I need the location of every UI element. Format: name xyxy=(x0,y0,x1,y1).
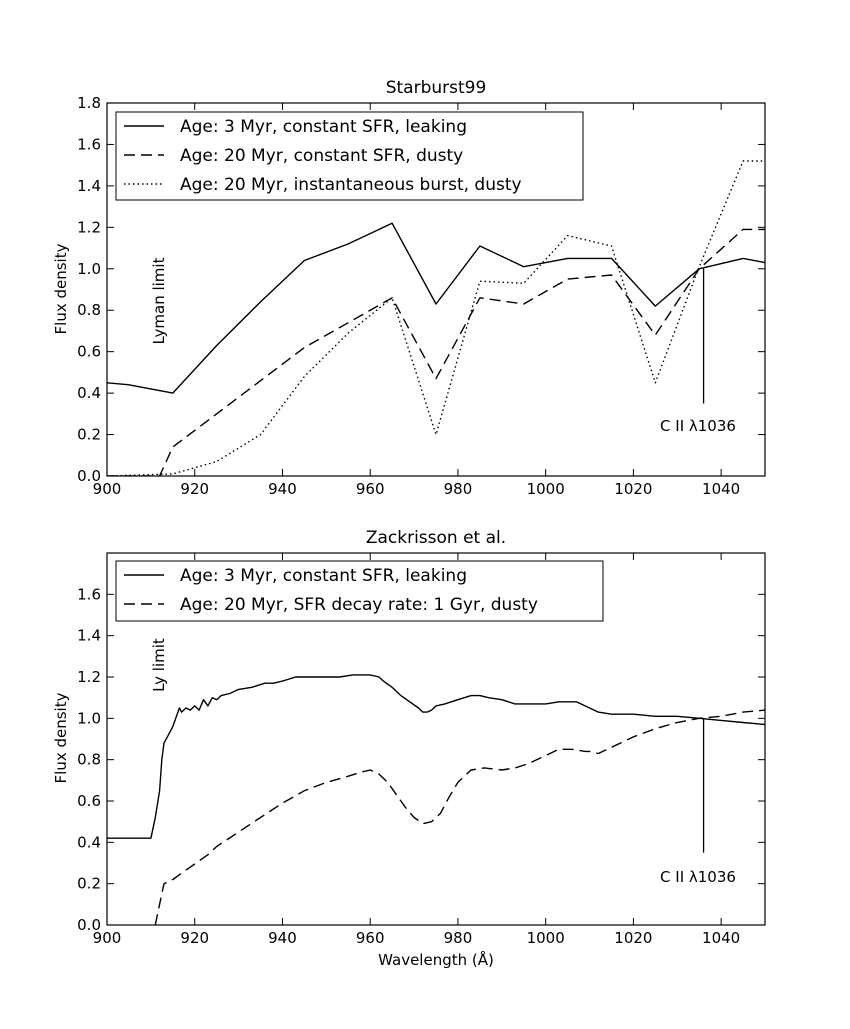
legend-entry-label: Age: 3 Myr, constant SFR, leaking xyxy=(180,566,467,586)
series-line-solid xyxy=(107,222,765,394)
starburst99-panel: Starburst99 Flux density 0.0 0.2 0.4 0.6 0.8… xyxy=(52,78,766,498)
y-tick-label: 0.2 xyxy=(77,426,101,444)
x-tick-label: 960 xyxy=(356,929,385,947)
x-tick-label: 940 xyxy=(268,929,297,947)
chart-title: Zackrisson et al. xyxy=(366,528,506,548)
y-tick-label: 0.8 xyxy=(77,751,101,769)
y-tick-label: 0.2 xyxy=(77,875,101,893)
lyman-limit-label: Lyman limit xyxy=(150,257,168,344)
y-tick-label: 1.2 xyxy=(77,218,101,236)
annotations: Ly limit C II λ1036 xyxy=(150,638,736,886)
y-tick-label: 0.0 xyxy=(77,916,101,934)
x-tick-label: 1040 xyxy=(702,929,740,947)
legend-entry-label: Age: 20 Myr, SFR decay rate: 1 Gyr, dust… xyxy=(180,595,538,615)
y-tick-label: 1.4 xyxy=(77,627,101,645)
x-tick-label: 1040 xyxy=(702,480,740,498)
y-tick-label: 0.4 xyxy=(77,384,101,402)
series-lines xyxy=(107,674,765,925)
x-tick-label: 1000 xyxy=(527,929,565,947)
x-tick-label: 1000 xyxy=(527,480,565,498)
plot-area-frame xyxy=(106,552,766,926)
legend-box xyxy=(115,560,604,622)
y-tick-label: 1.6 xyxy=(77,585,101,603)
annotations: Lyman limit C II λ1036 xyxy=(150,257,736,435)
x-tick-label: 920 xyxy=(180,929,209,947)
y-tick-label: 1.0 xyxy=(77,260,101,278)
plot-area-frame xyxy=(106,102,766,477)
series-lines xyxy=(107,160,765,476)
y-tick-label: 0.6 xyxy=(77,792,101,810)
y-tick-label: 0.0 xyxy=(77,467,101,485)
y-axis-label: Flux density xyxy=(52,243,70,334)
y-tick-label: 1.4 xyxy=(77,177,101,195)
y-tick-label: 1.2 xyxy=(77,668,101,686)
series-line-solid xyxy=(107,674,765,839)
y-tick-labels: 0.0 0.2 0.4 0.6 0.8 1.0 1.2 1.4 1.6 1.8 xyxy=(77,94,101,485)
legend: Age: 3 Myr, constant SFR, leaking Age: 20… xyxy=(115,560,604,622)
c-ii-label: C II λ1036 xyxy=(660,868,736,886)
x-tick-label: 960 xyxy=(356,480,385,498)
legend: Age: 3 Myr, constant SFR, leaking Age: 20… xyxy=(115,111,584,201)
chart-title: Starburst99 xyxy=(386,78,487,98)
x-tick-label: 900 xyxy=(93,480,122,498)
x-axis-label: Wavelength (Å) xyxy=(378,950,494,969)
zackrisson-panel: Zackrisson et al. Flux density Wavelengt… xyxy=(52,528,766,969)
series-line-dashed xyxy=(154,709,765,925)
ly-limit-label: Ly limit xyxy=(150,638,168,692)
series-line-dotted xyxy=(107,160,765,476)
legend-entry-label: Age: 20 Myr, instantaneous burst, dusty xyxy=(180,175,522,195)
y-tick-label: 1.8 xyxy=(77,94,101,112)
x-tick-label: 980 xyxy=(444,480,473,498)
x-tick-label: 1020 xyxy=(614,480,652,498)
y-tick-label: 0.4 xyxy=(77,833,101,851)
x-tick-labels: 900 920 940 960 980 1000 1020 1040 xyxy=(93,480,741,498)
c-ii-label: C II λ1036 xyxy=(660,417,736,435)
x-tick-label: 980 xyxy=(444,929,473,947)
x-tick-label: 1020 xyxy=(614,929,652,947)
y-tick-label: 1.6 xyxy=(77,135,101,153)
y-tick-labels: 0.0 0.2 0.4 0.6 0.8 1.0 1.2 1.4 1.6 xyxy=(77,585,101,934)
y-tick-label: 1.0 xyxy=(77,709,101,727)
x-tick-label: 900 xyxy=(93,929,122,947)
legend-box xyxy=(115,111,584,201)
y-tick-label: 0.6 xyxy=(77,343,101,361)
legend-entry-label: Age: 3 Myr, constant SFR, leaking xyxy=(180,117,467,137)
y-tick-label: 0.8 xyxy=(77,301,101,319)
series-line-dashed xyxy=(107,228,765,476)
y-axis-label: Flux density xyxy=(52,692,70,783)
legend-entry-label: Age: 20 Myr, constant SFR, dusty xyxy=(180,146,463,166)
x-tick-label: 920 xyxy=(180,480,209,498)
x-tick-label: 940 xyxy=(268,480,297,498)
x-tick-labels: 900 920 940 960 980 1000 1020 1040 xyxy=(93,929,741,947)
